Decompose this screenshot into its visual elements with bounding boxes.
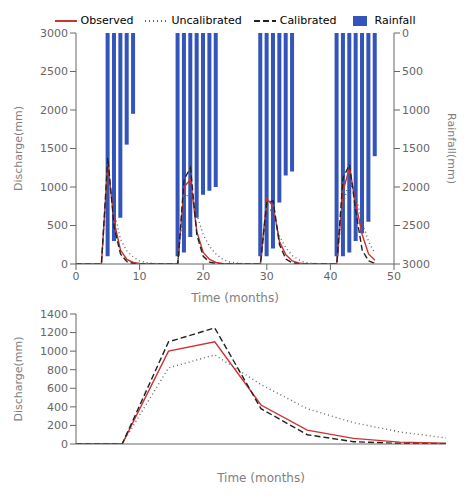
svg-text:Time (months): Time (months) bbox=[216, 471, 305, 485]
svg-text:0: 0 bbox=[61, 258, 68, 271]
svg-text:500: 500 bbox=[402, 65, 423, 78]
svg-text:1200: 1200 bbox=[40, 326, 68, 339]
svg-text:3000: 3000 bbox=[40, 27, 68, 40]
svg-text:2000: 2000 bbox=[40, 104, 68, 117]
svg-text:10: 10 bbox=[133, 270, 147, 283]
html-text:Rainfall: Rainfall bbox=[374, 14, 416, 27]
svg-text:Discharge(mm): Discharge(mm) bbox=[12, 106, 25, 191]
svg-text:Time (months): Time (months) bbox=[190, 291, 279, 305]
svg-text:0: 0 bbox=[73, 270, 80, 283]
svg-text:500: 500 bbox=[47, 219, 68, 232]
svg-text:1500: 1500 bbox=[40, 142, 68, 155]
svg-text:600: 600 bbox=[47, 382, 68, 395]
svg-text:20: 20 bbox=[196, 270, 210, 283]
svg-text:200: 200 bbox=[47, 419, 68, 432]
svg-text:50: 50 bbox=[387, 270, 401, 283]
svg-text:40: 40 bbox=[323, 270, 337, 283]
svg-text:1500: 1500 bbox=[402, 142, 430, 155]
svg-text:1000: 1000 bbox=[40, 345, 68, 358]
svg-text:2500: 2500 bbox=[40, 65, 68, 78]
svg-text:1400: 1400 bbox=[40, 308, 68, 321]
html-text:Calibrated: Calibrated bbox=[279, 14, 337, 27]
html-text:Uncalibrated: Uncalibrated bbox=[171, 14, 242, 27]
svg-text:3000: 3000 bbox=[402, 258, 430, 271]
svg-text:400: 400 bbox=[47, 401, 68, 414]
svg-text:Discharge(mm): Discharge(mm) bbox=[12, 336, 25, 421]
html-text:Observed: Observed bbox=[80, 14, 134, 27]
svg-text:0: 0 bbox=[402, 27, 409, 40]
svg-text:Rainfall(mm): Rainfall(mm) bbox=[445, 113, 458, 184]
svg-text:1000: 1000 bbox=[402, 104, 430, 117]
svg-text:1000: 1000 bbox=[40, 181, 68, 194]
svg-text:30: 30 bbox=[260, 270, 274, 283]
svg-text:800: 800 bbox=[47, 364, 68, 377]
svg-text:0: 0 bbox=[61, 438, 68, 451]
svg-text:2500: 2500 bbox=[402, 219, 430, 232]
svg-text:2000: 2000 bbox=[402, 181, 430, 194]
